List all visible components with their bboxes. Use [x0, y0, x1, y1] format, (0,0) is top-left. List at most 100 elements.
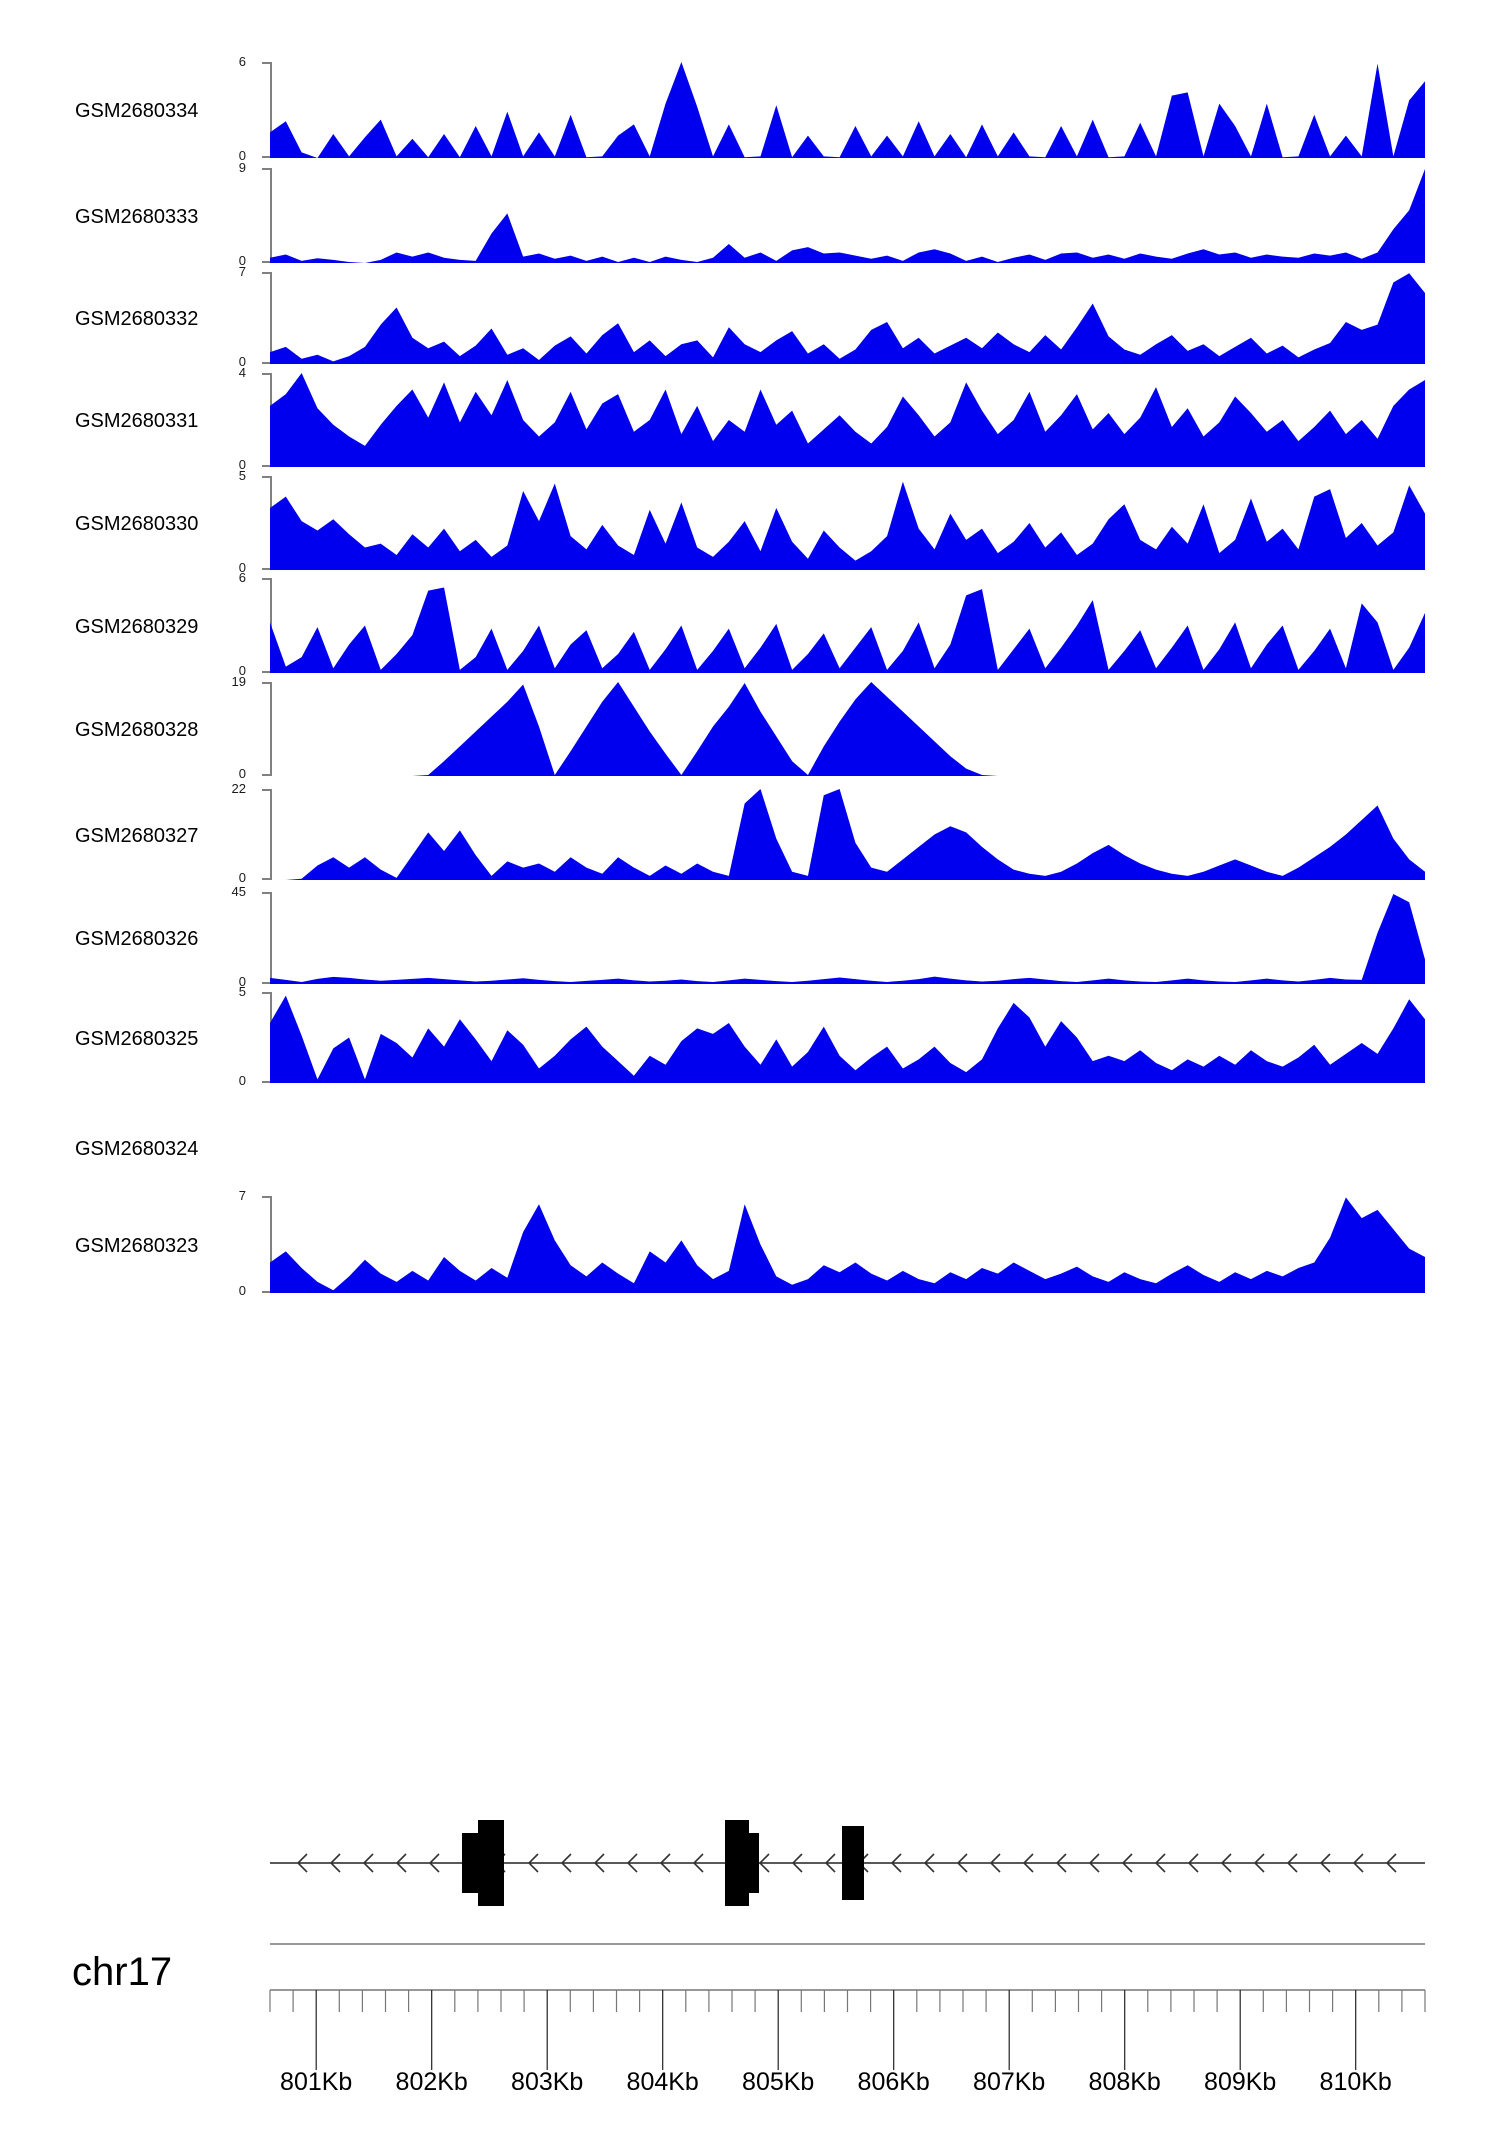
- signal-plot-gsm2680328[interactable]: [270, 682, 1425, 776]
- strand-arrow-icon: [890, 1853, 902, 1873]
- y-axis-tick-min: [262, 362, 272, 364]
- strand-arrow-icon: [989, 1853, 1001, 1873]
- y-axis-min-label: 0: [238, 1073, 246, 1088]
- signal-plot-gsm2680334[interactable]: [270, 62, 1425, 158]
- strand-arrow-icon: [824, 1853, 836, 1873]
- axis-tick-label: 807Kb: [973, 2068, 1045, 2096]
- track-label-gsm2680327: GSM2680327: [75, 824, 199, 847]
- exon-block-4: [842, 1826, 864, 1900]
- y-axis-tick-min: [262, 1291, 272, 1293]
- y-axis-tick-max: [262, 789, 272, 791]
- strand-arrow-icon: [1022, 1853, 1034, 1873]
- y-axis-max-label: 19: [231, 674, 246, 689]
- axis-tick-label: 806Kb: [858, 2068, 930, 2096]
- y-axis-line: [270, 62, 272, 158]
- signal-plot-gsm2680331[interactable]: [270, 373, 1425, 467]
- y-axis-tick-max: [262, 168, 272, 170]
- signal-plot-gsm2680325[interactable]: [270, 992, 1425, 1083]
- signal-plot-gsm2680333[interactable]: [270, 168, 1425, 263]
- axis-tick-label: 809Kb: [1204, 2068, 1276, 2096]
- y-axis-max-label: 6: [238, 54, 246, 69]
- strand-arrow-icon: [1220, 1853, 1232, 1873]
- y-axis: 22 0: [232, 782, 274, 884]
- track-label-gsm2680330: GSM2680330: [75, 513, 199, 535]
- y-axis-tick-max: [262, 373, 272, 375]
- strand-arrow-icon: [956, 1853, 968, 1873]
- track-label-gsm2680334: GSM2680334: [75, 100, 199, 122]
- y-axis-min-label: 0: [238, 354, 246, 369]
- gene-model-track[interactable]: [0, 1790, 1500, 1920]
- strand-arrow-icon: [329, 1853, 341, 1873]
- exon-block-1: [478, 1820, 504, 1906]
- track-label-gsm2680331: GSM2680331: [75, 410, 199, 432]
- signal-plot-gsm2680329[interactable]: [270, 578, 1425, 673]
- axis-tick-label: 802Kb: [396, 2068, 468, 2096]
- signal-plot-gsm2680330[interactable]: [270, 476, 1425, 570]
- y-axis-tick-max: [262, 992, 272, 994]
- strand-arrow-icon: [527, 1853, 539, 1873]
- strand-arrow-icon: [1187, 1853, 1199, 1873]
- axis-tick-label: 808Kb: [1089, 2068, 1161, 2096]
- signal-plot-gsm2680326[interactable]: [270, 892, 1425, 984]
- track-label-gsm2680328: GSM2680328: [75, 719, 199, 741]
- strand-arrow-icon: [1121, 1853, 1133, 1873]
- strand-arrow-icon: [1088, 1853, 1100, 1873]
- track-label-gsm2680326: GSM2680326: [75, 928, 199, 950]
- strand-arrow-icon: [1319, 1853, 1331, 1873]
- y-axis-min-label: 0: [238, 148, 246, 163]
- strand-arrow-icon: [1385, 1853, 1397, 1873]
- strand-arrow-icon: [791, 1853, 803, 1873]
- signal-plot-gsm2680323[interactable]: [270, 1196, 1425, 1293]
- y-axis-min-label: 0: [238, 870, 246, 885]
- axis-tick-label: 803Kb: [511, 2068, 583, 2096]
- track-label-gsm2680323: GSM2680323: [75, 1234, 199, 1257]
- y-axis-tick-min: [262, 156, 272, 158]
- y-axis-line: [270, 1196, 272, 1293]
- y-axis-line: [270, 789, 272, 880]
- signal-plot-gsm2680332[interactable]: [270, 272, 1425, 364]
- track-label-gsm2680325: GSM2680325: [75, 1027, 199, 1050]
- y-axis-tick-min: [262, 1081, 272, 1083]
- track-label-gsm2680332: GSM2680332: [75, 308, 199, 330]
- y-axis-max-label: 7: [238, 264, 246, 279]
- strand-arrow-icon: [1154, 1853, 1166, 1873]
- y-axis-min-label: 0: [238, 457, 246, 472]
- track-label-gsm2680324: GSM2680324: [75, 1138, 199, 1160]
- y-axis-tick-max: [262, 578, 272, 580]
- y-axis-tick-min: [262, 261, 272, 263]
- y-axis-min-label: 0: [238, 974, 246, 989]
- y-axis-min-label: 0: [238, 766, 246, 781]
- strand-arrow-icon: [1352, 1853, 1364, 1873]
- genome-coordinate-axis: 801Kb 802Kb 803Kb 804Kb 805Kb 806Kb 807Kb 808Kb…: [0, 1930, 1500, 2140]
- y-axis-tick-min: [262, 465, 272, 467]
- y-axis: 45 0: [232, 885, 274, 988]
- y-axis-tick-max: [262, 1196, 272, 1198]
- signal-plot-gsm2680327[interactable]: [270, 789, 1425, 880]
- axis-tick-label: 801Kb: [280, 2068, 352, 2096]
- y-axis-max-label: 9: [238, 160, 246, 175]
- y-axis-max-label: 22: [231, 781, 246, 796]
- strand-arrow-icon: [428, 1853, 440, 1873]
- y-axis-tick-min: [262, 982, 272, 984]
- strand-arrow-icon: [395, 1853, 407, 1873]
- y-axis-tick-min: [262, 568, 272, 570]
- strand-arrow-icon: [362, 1853, 374, 1873]
- y-axis-tick-min: [262, 878, 272, 880]
- chromosome-label: chr17: [72, 1950, 173, 1994]
- y-axis-line: [270, 272, 272, 364]
- y-axis-tick-max: [262, 682, 272, 684]
- axis-tick-label: 810Kb: [1320, 2068, 1392, 2096]
- y-axis-tick-min: [262, 774, 272, 776]
- y-axis-max-label: 6: [238, 570, 246, 585]
- axis-tick-label: 805Kb: [742, 2068, 814, 2096]
- y-axis: 19 0: [232, 675, 274, 780]
- strand-arrow-icon: [1286, 1853, 1298, 1873]
- y-axis-max-label: 45: [231, 884, 246, 899]
- strand-arrow-icon: [560, 1853, 572, 1873]
- strand-arrow-icon: [296, 1853, 308, 1873]
- strand-arrow-icon: [1055, 1853, 1067, 1873]
